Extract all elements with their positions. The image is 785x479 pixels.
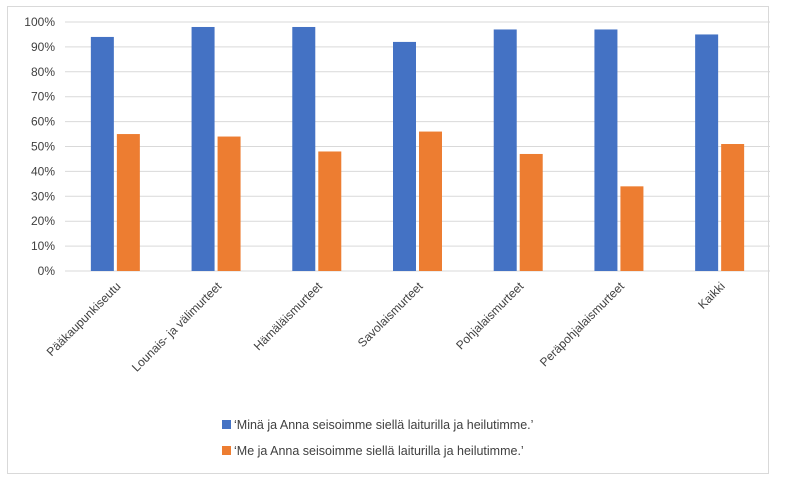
x-category-label: Peräpohjalaismurteet [537,279,628,370]
legend-swatch [222,446,231,455]
bar-series-2 [620,186,644,271]
x-category-label: Lounais- ja välimurteet [129,279,225,375]
y-tick-label: 0% [38,264,56,278]
y-tick-label: 60% [31,115,55,129]
bar-series-2 [217,136,241,271]
bar-series-2 [519,153,543,271]
bar-series-2 [116,134,140,271]
legend-swatch [222,420,231,429]
x-category-label: Hämäläismurteet [251,279,326,354]
bar-series-2 [721,144,745,271]
x-category-label: Savolaismurteet [355,279,426,350]
y-tick-label: 30% [31,189,55,203]
bar-series-1 [594,29,618,271]
bar-series-1 [393,41,416,271]
bar-series-1 [493,29,517,271]
bar-series-2 [318,151,342,271]
y-tick-label: 50% [31,140,55,154]
legend-label: ‘Me ja Anna seisoimme siellä laiturilla … [234,444,524,458]
bar-series-1 [191,26,215,272]
bar-series-1 [292,26,316,272]
y-tick-label: 100% [24,15,55,29]
y-tick-label: 80% [31,65,55,79]
y-tick-label: 90% [31,40,55,54]
bar-series-1 [695,34,719,272]
y-tick-label: 10% [31,239,55,253]
bar-series-1 [90,36,114,271]
x-category-label: Kaikki [695,279,728,312]
x-category-label: Pääkaupunkiseutu [44,279,124,359]
x-category-label: Pohjalaismurteet [453,279,527,353]
legend-label: ‘Minä ja Anna seisoimme siellä laiturill… [234,418,533,432]
y-tick-label: 20% [31,214,55,228]
y-tick-label: 40% [31,164,55,178]
y-tick-label: 70% [31,90,55,104]
bar-series-2 [419,131,442,271]
